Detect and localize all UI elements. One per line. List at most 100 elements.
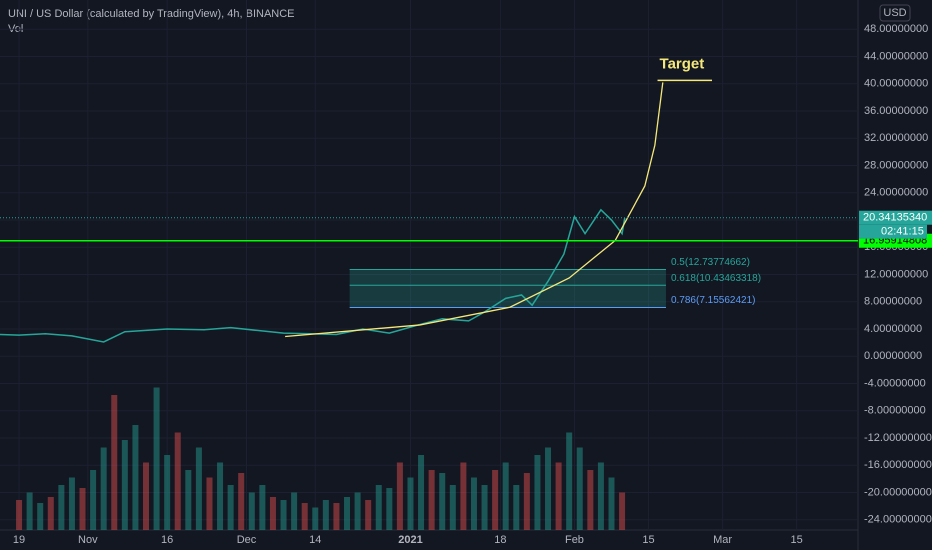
y-tick-label: -12.00000000 bbox=[864, 432, 932, 444]
volume-bar bbox=[333, 503, 340, 530]
volume-bar bbox=[619, 492, 626, 530]
y-tick-label: -8.00000000 bbox=[864, 405, 926, 417]
x-tick-label: 19 bbox=[13, 534, 25, 546]
volume-bar bbox=[37, 503, 44, 530]
volume-bar bbox=[502, 462, 509, 530]
x-tick-label: Dec bbox=[237, 534, 257, 546]
x-tick-label: 15 bbox=[642, 534, 654, 546]
x-tick-label: Feb bbox=[565, 534, 584, 546]
volume-bar bbox=[576, 447, 583, 530]
volume-bar bbox=[301, 503, 308, 530]
volume-bar bbox=[555, 462, 562, 530]
y-tick-label: 24.00000000 bbox=[864, 187, 928, 199]
y-tick-label: -20.00000000 bbox=[864, 486, 932, 498]
volume-bar bbox=[460, 462, 467, 530]
y-tick-label: 4.00000000 bbox=[864, 323, 922, 335]
volume-bar bbox=[185, 470, 192, 530]
title: UNI / US Dollar (calculated by TradingVi… bbox=[8, 8, 295, 20]
target-label: Target bbox=[660, 55, 705, 72]
volume-bar bbox=[312, 507, 319, 530]
volume-bar bbox=[79, 488, 86, 530]
volume-bar bbox=[132, 425, 139, 530]
y-tick-label: 36.00000000 bbox=[864, 105, 928, 117]
volume-bar bbox=[365, 500, 372, 530]
volume-bar bbox=[513, 485, 520, 530]
volume-bar bbox=[375, 485, 382, 530]
volume-bar bbox=[322, 500, 329, 530]
volume-bar bbox=[269, 497, 276, 530]
y-tick-label: 48.00000000 bbox=[864, 23, 928, 35]
volume-bar bbox=[121, 440, 128, 530]
fib-label: 0.618(10.43463318) bbox=[671, 273, 761, 284]
x-tick-label: 18 bbox=[494, 534, 506, 546]
volume-bar bbox=[58, 485, 65, 530]
fib-zone bbox=[349, 285, 666, 308]
y-tick-label: 32.00000000 bbox=[864, 132, 928, 144]
countdown-tag bbox=[859, 224, 927, 239]
volume-bar bbox=[206, 477, 213, 530]
x-tick-label: Nov bbox=[78, 534, 98, 546]
volume-bar bbox=[407, 477, 414, 530]
volume-bar bbox=[68, 477, 75, 530]
volume-bar bbox=[259, 485, 266, 530]
volume-bar bbox=[291, 492, 298, 530]
volume-bar bbox=[608, 477, 615, 530]
y-tick-label: 8.00000000 bbox=[864, 296, 922, 308]
price-line bbox=[0, 208, 626, 343]
volume-bar bbox=[26, 492, 33, 530]
y-tick-label: 44.00000000 bbox=[864, 50, 928, 62]
volume-bar bbox=[428, 470, 435, 530]
price-tag bbox=[859, 210, 932, 225]
currency-box[interactable] bbox=[879, 4, 911, 22]
y-tick-label: -16.00000000 bbox=[864, 459, 932, 471]
target-curve bbox=[285, 82, 664, 338]
volume-bar bbox=[227, 485, 234, 530]
volume-bar bbox=[566, 432, 573, 530]
y-tick-label: -4.00000000 bbox=[864, 377, 926, 389]
fib-label: 0.5(12.73774662) bbox=[671, 257, 750, 268]
volume-bar bbox=[217, 462, 224, 530]
volume-bar bbox=[545, 447, 552, 530]
volume-bar bbox=[164, 455, 171, 530]
volume-bar bbox=[534, 455, 541, 530]
volume-bar bbox=[386, 488, 393, 530]
volume-bar bbox=[470, 477, 477, 530]
volume-bar bbox=[280, 500, 287, 530]
volume-bar bbox=[47, 497, 54, 530]
fib-zone bbox=[349, 269, 666, 286]
x-tick-label: 16 bbox=[161, 534, 173, 546]
volume-bar bbox=[418, 455, 425, 530]
volume-bar bbox=[439, 473, 446, 530]
y-tick-label: -24.00000000 bbox=[864, 514, 932, 526]
volume-bar bbox=[587, 470, 594, 530]
volume-bar bbox=[354, 492, 361, 530]
x-tick-label: Mar bbox=[713, 534, 732, 546]
volume-bar bbox=[111, 395, 118, 530]
volume-bar bbox=[597, 462, 604, 530]
volume-bar bbox=[481, 485, 488, 530]
fib-label: 0.786(7.15562421) bbox=[671, 295, 756, 306]
x-tick-label: 15 bbox=[791, 534, 803, 546]
x-tick-label: 14 bbox=[309, 534, 321, 546]
volume-bar bbox=[396, 462, 403, 530]
y-tick-label: 12.00000000 bbox=[864, 268, 928, 280]
countdown: 02:41:15 bbox=[881, 226, 924, 238]
volume-bar bbox=[153, 387, 160, 530]
volume-bar bbox=[344, 497, 351, 530]
volume-bar bbox=[492, 470, 499, 530]
price-tag-label: 20.34135340 bbox=[863, 212, 927, 224]
y-tick-label: 0.00000000 bbox=[864, 350, 922, 362]
y-tick-label: 40.00000000 bbox=[864, 78, 928, 90]
volume-bar bbox=[449, 485, 456, 530]
volume-bar bbox=[195, 447, 202, 530]
currency: USD bbox=[883, 7, 906, 19]
x-tick-label: 2021 bbox=[398, 534, 422, 546]
volume-bar bbox=[90, 470, 97, 530]
volume-bar bbox=[16, 500, 23, 530]
volume-bar bbox=[174, 432, 181, 530]
volume-bar bbox=[142, 462, 149, 530]
y-tick-label: 28.00000000 bbox=[864, 159, 928, 171]
volume-bar bbox=[523, 473, 530, 530]
volume-bar bbox=[100, 447, 107, 530]
